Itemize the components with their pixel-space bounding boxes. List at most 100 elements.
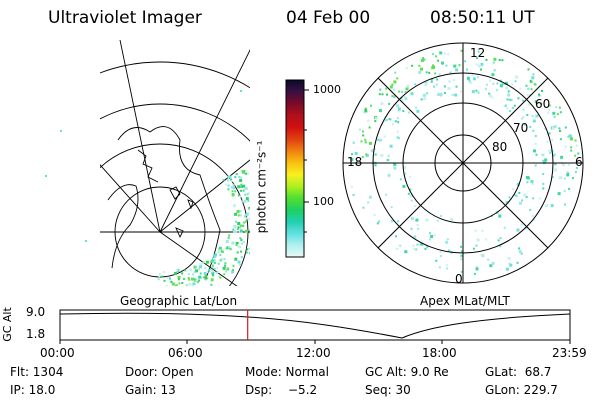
aurora-dot bbox=[424, 83, 428, 87]
aurora-dot bbox=[404, 91, 407, 93]
aurora-dot bbox=[420, 98, 423, 101]
aurora-dot bbox=[544, 204, 548, 208]
aurora-dot bbox=[185, 269, 188, 272]
aurora-dot bbox=[249, 246, 250, 250]
aurora-dot bbox=[232, 183, 235, 186]
aurora-dot bbox=[412, 244, 415, 247]
mlt-label-0: 0 bbox=[455, 272, 463, 286]
aurora-dot bbox=[367, 119, 370, 122]
aurora-dot bbox=[197, 268, 200, 271]
aurora-dot bbox=[533, 149, 536, 153]
aurora-dot bbox=[524, 226, 528, 230]
aurora-dot bbox=[379, 109, 382, 113]
aurora-dot bbox=[235, 173, 238, 176]
aurora-dot bbox=[174, 271, 177, 275]
aurora-dot bbox=[195, 279, 198, 282]
aurora-dot bbox=[218, 246, 222, 250]
aurora-dot bbox=[570, 149, 573, 152]
aurora-dot bbox=[433, 234, 436, 237]
aurora-dot bbox=[243, 221, 246, 224]
aurora-dot bbox=[380, 102, 384, 106]
lat-label-60: 60 bbox=[535, 97, 551, 111]
aurora-dot bbox=[555, 106, 558, 109]
aurora-dot bbox=[527, 87, 530, 90]
aurora-dot bbox=[515, 75, 519, 79]
aurora-dot bbox=[513, 104, 516, 107]
aurora-dot bbox=[236, 210, 240, 213]
aurora-dot bbox=[402, 110, 405, 113]
aurora-dot bbox=[198, 279, 201, 282]
aurora-dot bbox=[504, 81, 508, 85]
aurora-dot bbox=[244, 220, 247, 223]
aurora-dot bbox=[354, 152, 358, 155]
aurora-dot bbox=[449, 71, 452, 74]
aurora-dot bbox=[477, 91, 480, 94]
aurora-dot bbox=[475, 265, 478, 268]
aurora-dot bbox=[522, 99, 524, 102]
aurora-dot bbox=[538, 197, 541, 200]
aurora-dot bbox=[244, 214, 247, 217]
aurora-dot bbox=[192, 273, 194, 276]
aurora-dot bbox=[181, 289, 183, 291]
aurora-dot bbox=[439, 255, 442, 257]
aurora-dot bbox=[249, 235, 250, 238]
aurora-dot bbox=[240, 183, 243, 186]
aurora-dot bbox=[443, 92, 446, 94]
aurora-dot bbox=[532, 129, 535, 132]
aurora-dot bbox=[409, 194, 413, 198]
aurora-dot bbox=[393, 163, 397, 167]
right-panel-caption: Apex MLat/MLT bbox=[420, 294, 510, 308]
aurora-dot bbox=[239, 263, 242, 266]
aurora-dot bbox=[551, 126, 555, 130]
aurora-dot bbox=[188, 283, 192, 286]
aurora-dot bbox=[402, 184, 406, 188]
aurora-dot bbox=[187, 277, 190, 279]
aurora-dot bbox=[253, 244, 255, 246]
aurora-dot bbox=[171, 282, 175, 286]
aurora-dot bbox=[179, 289, 182, 292]
aurora-dot bbox=[225, 183, 228, 186]
colorbar-tick-100: 100 bbox=[313, 195, 334, 208]
aurora-dot bbox=[187, 273, 190, 276]
aurora-dot bbox=[241, 242, 243, 245]
aurora-dot bbox=[570, 137, 573, 141]
aurora-dot bbox=[434, 72, 437, 75]
aurora-dot bbox=[389, 144, 393, 148]
aurora-dot bbox=[480, 62, 484, 66]
aurora-dot bbox=[574, 154, 577, 157]
aurora-dot bbox=[446, 267, 449, 270]
aurora-dot bbox=[450, 218, 454, 222]
aurora-dot bbox=[237, 185, 241, 189]
aurora-dot bbox=[223, 273, 226, 276]
colorbar-tick-1000: 1000 bbox=[313, 83, 341, 96]
aurora-dot bbox=[177, 278, 180, 281]
aurora-dot bbox=[395, 235, 398, 238]
aurora-dot bbox=[559, 111, 562, 114]
orbit-y-tick-high: 9.0 bbox=[26, 305, 46, 319]
aurora-dot bbox=[428, 71, 431, 74]
aurora-dot bbox=[437, 59, 440, 62]
aurora-dot bbox=[420, 242, 424, 246]
aurora-dot bbox=[548, 132, 551, 135]
aurora-dot bbox=[526, 181, 529, 184]
aurora-dot bbox=[380, 153, 384, 157]
aurora-dot bbox=[378, 93, 381, 96]
aurora-dot bbox=[373, 214, 376, 217]
aurora-dot bbox=[567, 135, 570, 138]
time-label: 08:50:11 UT bbox=[430, 8, 535, 28]
aurora-dot bbox=[379, 138, 382, 142]
aurora-dot bbox=[558, 176, 562, 180]
aurora-dot bbox=[213, 254, 217, 258]
aurora-dot bbox=[575, 166, 578, 169]
aurora-dot bbox=[548, 109, 550, 112]
aurora-dot bbox=[245, 229, 248, 233]
aurora-dot bbox=[405, 67, 408, 70]
aurora-dot bbox=[204, 275, 207, 278]
aurora-dot bbox=[236, 251, 239, 254]
left-aurora-dots bbox=[157, 169, 255, 292]
aurora-dot bbox=[531, 115, 534, 118]
aurora-dot bbox=[235, 244, 238, 247]
aurora-dot bbox=[411, 64, 414, 67]
aurora-dot bbox=[227, 236, 230, 239]
aurora-dot bbox=[251, 214, 253, 216]
